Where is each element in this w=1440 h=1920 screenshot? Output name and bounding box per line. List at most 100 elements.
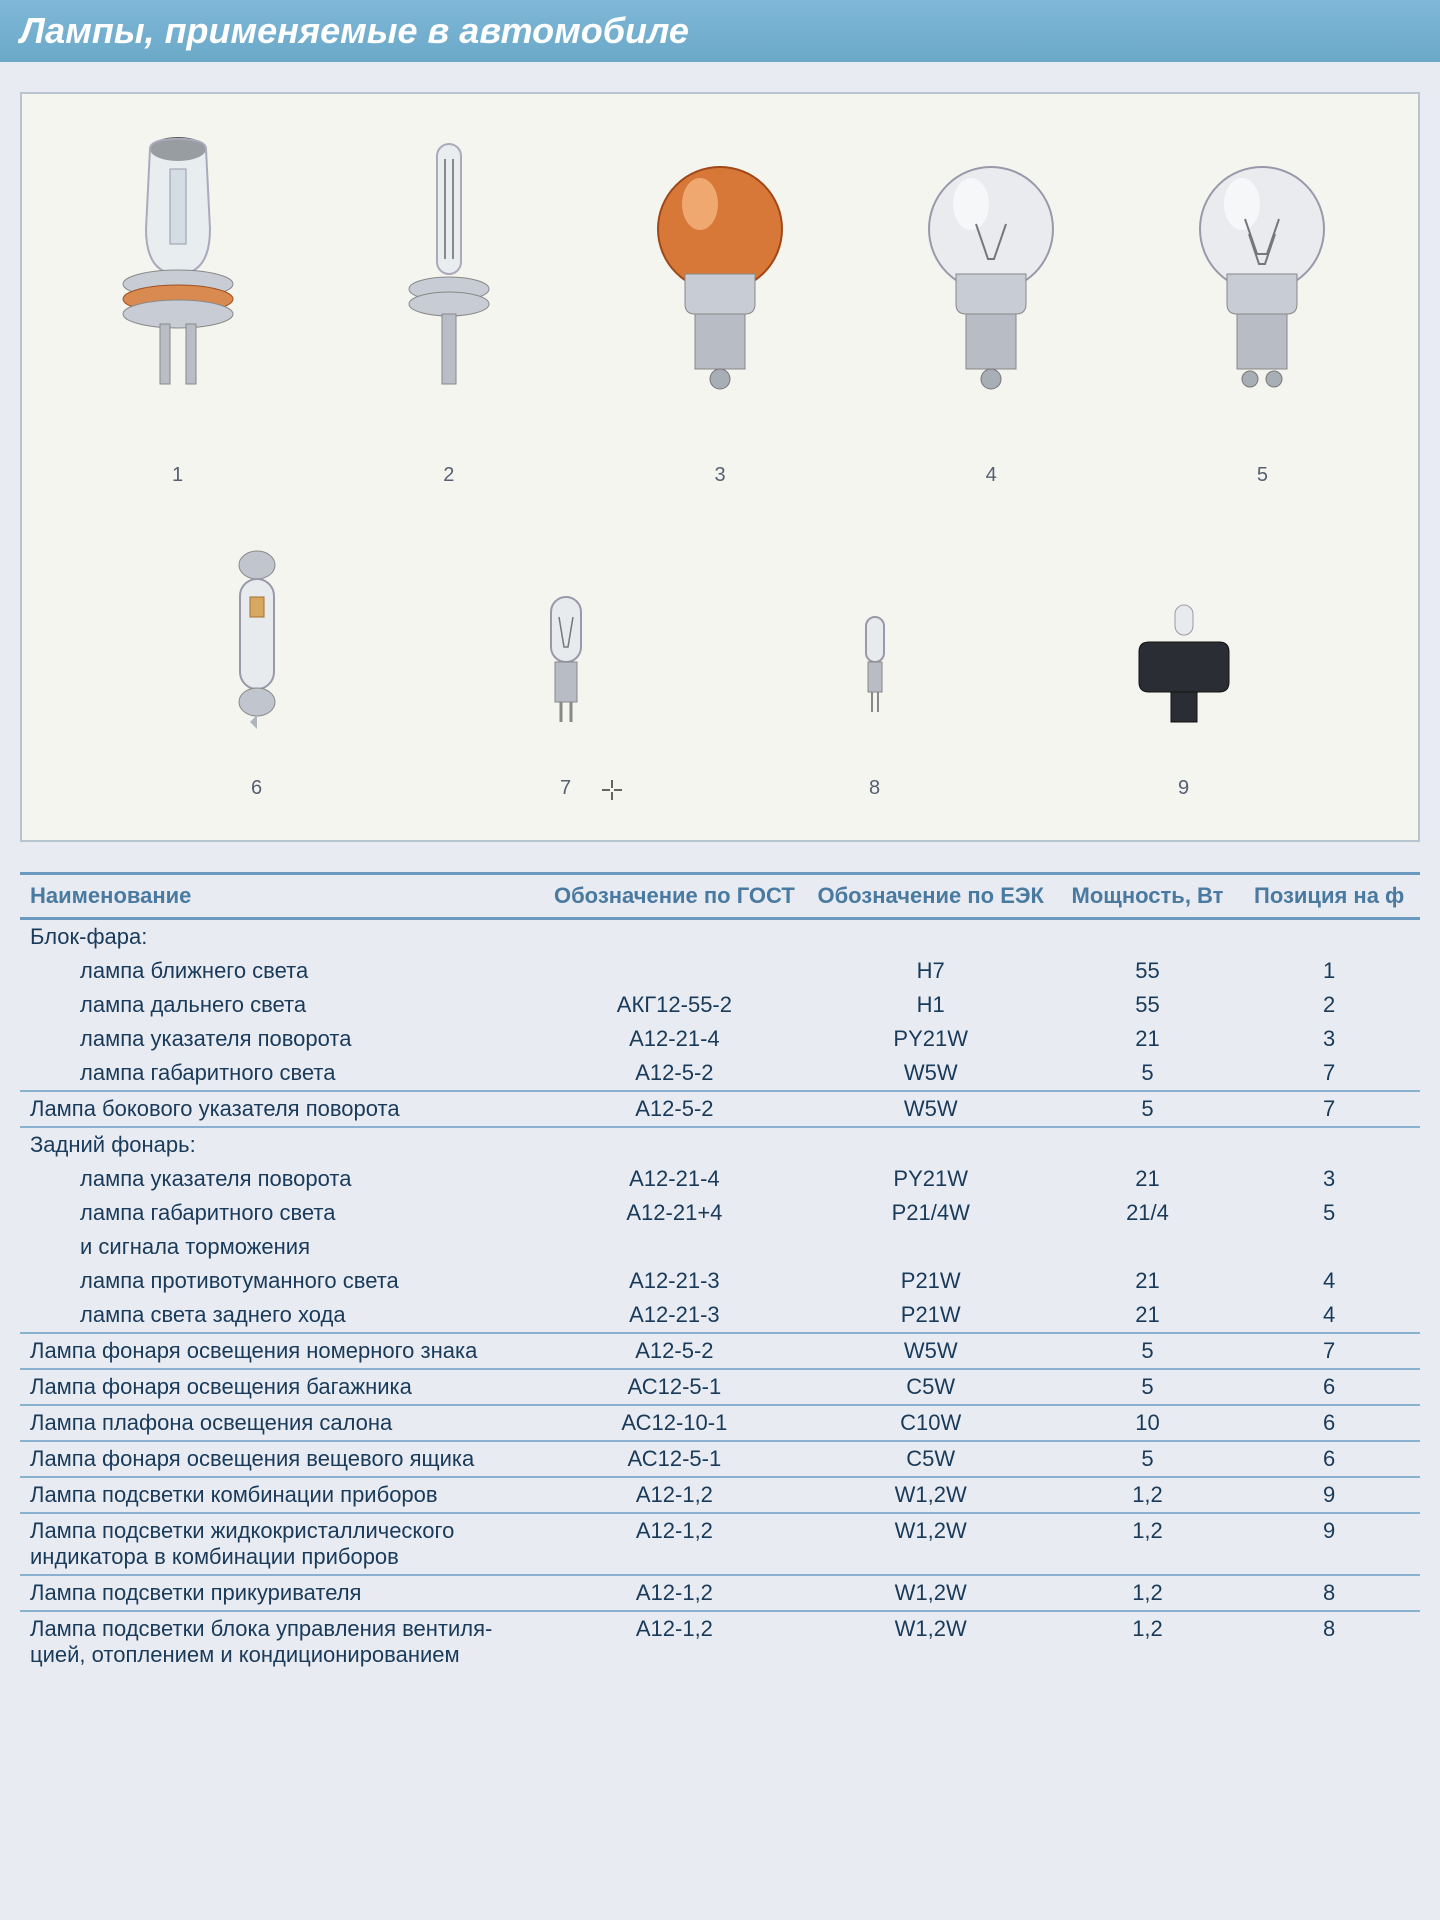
table-cell: лампа ближнего света xyxy=(20,954,544,988)
table-cell xyxy=(1238,1127,1420,1162)
table-cell: 5 xyxy=(1057,1091,1239,1127)
bulb-4: 4 xyxy=(856,154,1127,487)
table-cell: 5 xyxy=(1057,1056,1239,1091)
table-cell: 8 xyxy=(1238,1575,1420,1611)
table-cell: АС12-10-1 xyxy=(544,1405,805,1441)
table-row: лампа света заднего ходаА12-21-3P21W214 xyxy=(20,1298,1420,1333)
table-cell: 2 xyxy=(1238,988,1420,1022)
table-cell: H7 xyxy=(805,954,1057,988)
table-cell: 5 xyxy=(1057,1369,1239,1405)
table-cell: АС12-5-1 xyxy=(544,1441,805,1477)
gallery-row-1: 1 2 xyxy=(42,134,1398,487)
table-cell: H1 xyxy=(805,988,1057,1022)
table-cell: и сигнала торможения xyxy=(20,1230,544,1264)
table-row: Задний фонарь: xyxy=(20,1127,1420,1162)
table-row: Лампа плафона освещения салонаАС12-10-1C… xyxy=(20,1405,1420,1441)
table-cell: P21W xyxy=(805,1264,1057,1298)
table-row: лампа дальнего светаАКГ12-55-2H1552 xyxy=(20,988,1420,1022)
table-cell: 4 xyxy=(1238,1298,1420,1333)
table-cell: W5W xyxy=(805,1056,1057,1091)
page-title: Лампы, применяемые в автомобиле xyxy=(0,0,1440,62)
table-cell: А12-5-2 xyxy=(544,1056,805,1091)
gallery-row-2: 6 7 8 xyxy=(42,507,1398,800)
table-cell: АС12-5-1 xyxy=(544,1369,805,1405)
table-cell: 21 xyxy=(1057,1022,1239,1056)
bulb-8: 8 xyxy=(720,607,1029,800)
table-cell: Блок-фара: xyxy=(20,919,544,955)
table-row: Лампа подсветки жидкокристаллического ин… xyxy=(20,1513,1420,1575)
col-header-pos: Позиция на ф xyxy=(1238,874,1420,919)
col-header-power: Мощность, Вт xyxy=(1057,874,1239,919)
table-cell xyxy=(544,954,805,988)
table-cell: А12-21-4 xyxy=(544,1162,805,1196)
table-row: лампа указателя поворотаА12-21-4PY21W213 xyxy=(20,1022,1420,1056)
table-cell: C5W xyxy=(805,1441,1057,1477)
table-cell: лампа указателя поворота xyxy=(20,1162,544,1196)
bulb-6: 6 xyxy=(102,547,411,800)
col-header-eek: Обозначение по ЕЭК xyxy=(805,874,1057,919)
table-cell: 7 xyxy=(1238,1056,1420,1091)
table-header-row: Наименование Обозначение по ГОСТ Обознач… xyxy=(20,874,1420,919)
table-cell: PY21W xyxy=(805,1022,1057,1056)
table-cell: А12-1,2 xyxy=(544,1513,805,1575)
table-cell xyxy=(544,919,805,955)
wedge-bulb-small-icon xyxy=(850,607,900,747)
table-cell xyxy=(1057,1127,1239,1162)
table-cell: лампа дальнего света xyxy=(20,988,544,1022)
halogen-h7-icon xyxy=(98,134,258,434)
table-cell: 7 xyxy=(1238,1091,1420,1127)
table-cell: А12-5-2 xyxy=(544,1091,805,1127)
table-row: лампа ближнего светаH7551 xyxy=(20,954,1420,988)
bulb-3: 3 xyxy=(584,154,855,487)
table-cell: 1,2 xyxy=(1057,1575,1239,1611)
bulb-label: 3 xyxy=(714,464,725,487)
table-cell: А12-1,2 xyxy=(544,1575,805,1611)
table-cell: А12-1,2 xyxy=(544,1611,805,1672)
table-cell: C5W xyxy=(805,1369,1057,1405)
table-cell: 9 xyxy=(1238,1477,1420,1513)
table-cell: 5 xyxy=(1057,1333,1239,1369)
table-cell: А12-1,2 xyxy=(544,1477,805,1513)
table-row: Лампа фонаря освещения номерного знакаА1… xyxy=(20,1333,1420,1369)
table-cell: 21 xyxy=(1057,1298,1239,1333)
table-cell: 21 xyxy=(1057,1162,1239,1196)
table-cell: 55 xyxy=(1057,954,1239,988)
table-cell: лампа габаритного света xyxy=(20,1196,544,1230)
table-row: лампа габаритного светаА12-21+4P21/4W21/… xyxy=(20,1196,1420,1230)
bulb-1: 1 xyxy=(42,134,313,487)
table-cell: 21 xyxy=(1057,1264,1239,1298)
table-cell: 4 xyxy=(1238,1264,1420,1298)
table-cell: лампа противотуманного света xyxy=(20,1264,544,1298)
table-cell: 7 xyxy=(1238,1333,1420,1369)
clear-bulb-single-icon xyxy=(916,154,1066,434)
table-row: и сигнала торможения xyxy=(20,1230,1420,1264)
table-cell xyxy=(544,1127,805,1162)
table-cell: 1,2 xyxy=(1057,1611,1239,1672)
table-cell: W5W xyxy=(805,1333,1057,1369)
table-cell: 1,2 xyxy=(1057,1477,1239,1513)
bulb-7: 7 xyxy=(411,587,720,800)
table-cell: АКГ12-55-2 xyxy=(544,988,805,1022)
bulb-label: 6 xyxy=(251,777,262,800)
table-cell: 1,2 xyxy=(1057,1513,1239,1575)
table-cell: 9 xyxy=(1238,1513,1420,1575)
table-cell: Лампа бокового указателя поворота xyxy=(20,1091,544,1127)
table-row: Лампа подсветки блока управления вентиля… xyxy=(20,1611,1420,1672)
col-header-gost: Обозначение по ГОСТ xyxy=(544,874,805,919)
table-cell: W5W xyxy=(805,1091,1057,1127)
table-cell: 8 xyxy=(1238,1611,1420,1672)
col-header-name: Наименование xyxy=(20,874,544,919)
table-cell: W1,2W xyxy=(805,1477,1057,1513)
table-cell xyxy=(805,919,1057,955)
table-cell xyxy=(805,1230,1057,1264)
table-cell xyxy=(1057,919,1239,955)
table-cell: 6 xyxy=(1238,1369,1420,1405)
table-row: Лампа подсветки прикуривателяА12-1,2W1,2… xyxy=(20,1575,1420,1611)
table-row: лампа противотуманного светаА12-21-3P21W… xyxy=(20,1264,1420,1298)
table-cell xyxy=(544,1230,805,1264)
table-cell: А12-5-2 xyxy=(544,1333,805,1369)
table-cell: А12-21-3 xyxy=(544,1298,805,1333)
bulb-label: 1 xyxy=(172,464,183,487)
bulb-9: 9 xyxy=(1029,597,1338,800)
lamp-table: Наименование Обозначение по ГОСТ Обознач… xyxy=(20,872,1420,1672)
